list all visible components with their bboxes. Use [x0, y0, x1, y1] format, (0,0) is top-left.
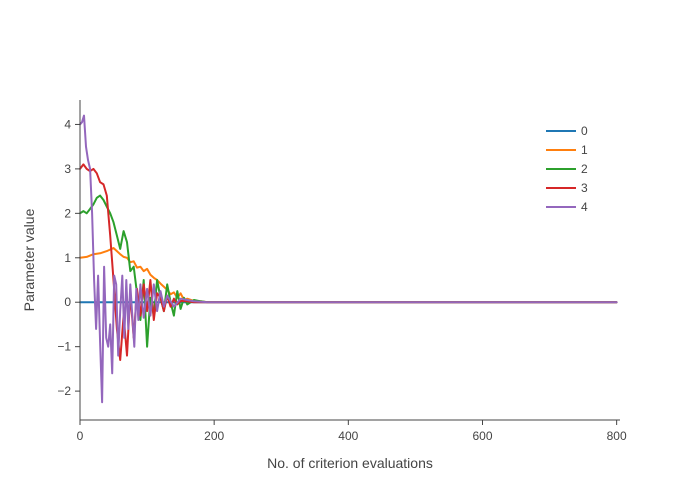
legend: 0 1 2 3 4 — [546, 124, 588, 214]
x-tick-label: 200 — [204, 429, 224, 443]
legend-label: 2 — [581, 162, 588, 176]
y-tick-label: 0 — [64, 295, 71, 309]
legend-label: 3 — [581, 181, 588, 195]
legend-item-2: 2 — [546, 162, 588, 176]
legend-item-3: 3 — [546, 181, 588, 195]
y-tick-label: 1 — [64, 251, 71, 265]
x-tick-label: 800 — [607, 429, 627, 443]
x-tick-label: 600 — [472, 429, 492, 443]
legend-item-1: 1 — [546, 143, 588, 157]
x-tick-label: 0 — [77, 429, 84, 443]
legend-label: 1 — [581, 143, 588, 157]
y-tick-label: 3 — [64, 162, 71, 176]
axes: 0 200 400 600 800 −2 −1 0 1 2 3 4 — [57, 100, 627, 443]
x-ticks: 0 200 400 600 800 — [77, 420, 627, 443]
x-axis-title: No. of criterion evaluations — [267, 455, 433, 471]
y-tick-label: 4 — [64, 117, 71, 131]
y-axis-title: Parameter value — [21, 208, 37, 311]
legend-label: 0 — [581, 124, 588, 138]
legend-item-4: 4 — [546, 200, 588, 214]
y-tick-label: −2 — [57, 384, 71, 398]
legend-label: 4 — [581, 200, 588, 214]
plot-area — [79, 114, 618, 404]
y-tick-label: 2 — [64, 206, 71, 220]
y-tick-label: −1 — [57, 340, 71, 354]
series-line-3 — [79, 163, 618, 361]
series-line-4 — [79, 114, 618, 404]
legend-item-0: 0 — [546, 124, 588, 138]
series-line-2 — [79, 194, 618, 348]
y-ticks: −2 −1 0 1 2 3 4 — [57, 117, 80, 398]
x-tick-label: 400 — [338, 429, 358, 443]
